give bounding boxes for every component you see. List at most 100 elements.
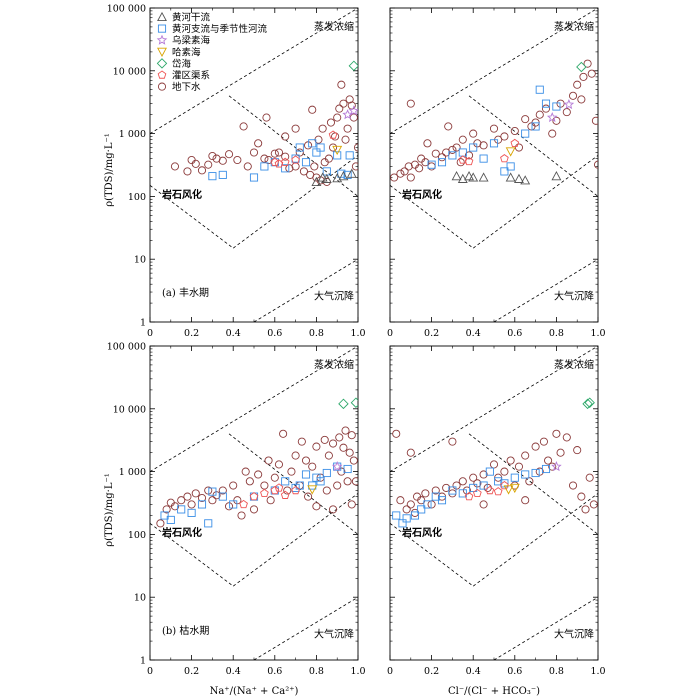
data-point (444, 122, 453, 131)
data-point (448, 437, 457, 446)
data-point (224, 150, 234, 159)
data-point (500, 467, 509, 476)
data-point (551, 461, 562, 472)
boundary-line (232, 493, 358, 587)
data-point (320, 435, 329, 444)
data-point (197, 166, 207, 175)
x-tick-label: 0.8 (309, 328, 324, 339)
data-point (283, 486, 292, 495)
region-weathering-label: 岩石风化 (161, 188, 202, 201)
region-evaporation-label: 蒸发浓缩 (554, 20, 594, 33)
data-point (556, 448, 565, 457)
data-point (324, 451, 333, 460)
y-axis-label-bottom: ρ(TDS)/mg·L⁻¹ (104, 473, 115, 547)
data-point (464, 151, 474, 160)
data-point (218, 486, 227, 495)
boundary-lines (150, 346, 358, 660)
data-point (208, 487, 217, 496)
data-point (191, 159, 200, 168)
data-point (326, 118, 336, 127)
data-point (297, 437, 306, 446)
x-tick-label: 0.4 (226, 666, 241, 677)
data-point (208, 496, 217, 505)
data-point (343, 170, 352, 179)
data-point (279, 429, 288, 438)
data-point (343, 464, 352, 474)
y-tick-label: 100 000 (107, 4, 146, 15)
data-point (241, 467, 250, 476)
data-point (249, 173, 259, 182)
boundary-line (232, 155, 358, 249)
x-tick-label: 0.6 (507, 328, 522, 339)
data-point (295, 143, 304, 152)
data-point (587, 69, 596, 78)
data-point (335, 433, 344, 442)
x-tick-label: 0.4 (466, 666, 481, 677)
data-point (431, 486, 440, 495)
data-point (322, 486, 331, 495)
data-point (324, 154, 333, 163)
data-point (503, 485, 514, 495)
boundary-line (253, 258, 358, 322)
x-axis-label-right: Cl⁻/(Cl⁻ + HCO₃⁻) (448, 686, 540, 697)
data-point (410, 511, 420, 520)
data-point (353, 143, 358, 152)
data-point (310, 162, 319, 171)
data-point (464, 156, 474, 166)
data-point (254, 139, 263, 148)
data-point (400, 167, 409, 176)
data-point (573, 446, 582, 455)
data-point (402, 514, 411, 523)
data-point (458, 477, 467, 486)
data-point (514, 143, 524, 152)
y-tick-label: 10 (134, 255, 146, 266)
data-point (510, 126, 519, 136)
data-point (585, 473, 594, 482)
data-point (260, 154, 269, 163)
data-point (328, 505, 338, 514)
x-tick-label: 0.2 (184, 666, 199, 677)
data-point (312, 502, 321, 511)
boundary-line (472, 155, 598, 249)
data-point (500, 132, 509, 141)
data-point (317, 172, 328, 182)
data-point (415, 164, 424, 173)
data-point (458, 489, 467, 498)
data-point (332, 173, 343, 183)
data-point (345, 448, 354, 457)
x-axis-label-left: Na⁺/(Na⁺ + Ca²⁺) (210, 686, 299, 697)
data-point (341, 135, 350, 144)
data-point (521, 115, 530, 124)
data-point (333, 151, 342, 160)
data-point (239, 122, 248, 131)
x-tick-label: 0.2 (424, 328, 439, 339)
data-point (469, 129, 478, 138)
legend-label: 乌梁素海 (172, 35, 211, 47)
data-point (343, 477, 352, 486)
data-point (573, 80, 582, 89)
data-point (162, 505, 171, 514)
data-point (464, 171, 474, 181)
data-point (264, 456, 273, 465)
data-point (458, 135, 467, 144)
data-point (404, 162, 413, 171)
data-points (390, 59, 598, 185)
data-point (581, 505, 590, 514)
data-point (535, 85, 544, 94)
data-point (437, 158, 447, 167)
data-point (280, 490, 290, 499)
data-point (396, 169, 405, 178)
data-point (500, 479, 509, 488)
data-point (506, 162, 515, 171)
data-point (347, 500, 356, 509)
data-point (331, 132, 340, 141)
data-point (548, 129, 557, 138)
data-point (398, 519, 407, 528)
data-point (563, 98, 575, 110)
data-point (541, 104, 551, 113)
data-point (301, 456, 311, 465)
data-point (551, 171, 562, 181)
data-point (423, 139, 432, 148)
data-point (311, 176, 322, 186)
data-point (208, 172, 217, 181)
